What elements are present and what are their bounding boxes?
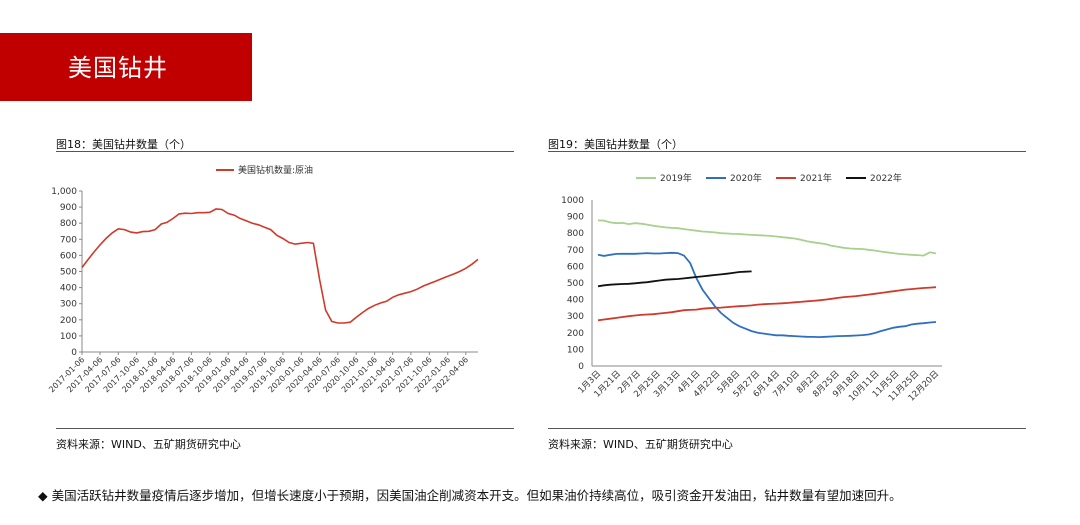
series-line [597, 219, 937, 257]
y-tick-label: 800 [60, 219, 77, 229]
y-tick-label: 600 [567, 262, 584, 272]
series-line [597, 286, 937, 322]
series-line [81, 208, 479, 324]
y-tick-label: 500 [567, 279, 584, 289]
figure-19-source: 资料来源：WIND、五矿期货研究中心 [548, 438, 733, 451]
y-tick-label: 400 [567, 296, 584, 306]
section-title: 美国钻井 [68, 54, 168, 82]
y-tick-label: 600 [60, 251, 77, 261]
y-tick-label: 1,000 [51, 187, 77, 197]
y-tick-label: 900 [567, 213, 584, 223]
legend-label: 2021年 [800, 172, 832, 184]
figure-19-top-rule [548, 151, 1026, 152]
summary-bullet: ◆ 美国活跃钻井数量疫情后逐步增加，但增长速度小于预期，因美国油企削减资本开支。… [38, 485, 902, 504]
y-tick-label: 300 [567, 312, 584, 322]
y-tick-label: 700 [60, 235, 77, 245]
y-tick-label: 200 [60, 316, 77, 326]
y-tick-label: 800 [567, 229, 584, 239]
y-tick-label: 900 [60, 203, 77, 213]
section-banner: 美国钻井 [0, 33, 252, 101]
legend-label: 2022年 [870, 172, 902, 184]
figure-18-chart: 01002003004005006007008009001,0002017-01… [47, 164, 479, 394]
diamond-icon: ◆ [38, 488, 48, 503]
y-tick-label: 300 [60, 300, 77, 310]
series-line [597, 251, 937, 339]
series-line [597, 270, 752, 288]
y-tick-label: 500 [60, 268, 77, 278]
figure-19-chart: 010020030040050060070080090010001月3日1月21… [561, 172, 942, 403]
figure-18-top-rule [56, 151, 514, 152]
figure-18-source: 资料来源：WIND、五矿期货研究中心 [56, 438, 241, 451]
y-tick-label: 100 [567, 345, 584, 355]
figure-18-bottom-rule [56, 428, 514, 429]
figure-19-title: 图19：美国钻井数量（个） [548, 138, 683, 151]
figure-19-bottom-rule [548, 428, 1026, 429]
y-tick-label: 100 [60, 332, 77, 342]
summary-text: 美国活跃钻井数量疫情后逐步增加，但增长速度小于预期，因美国油企削减资本开支。但如… [51, 488, 902, 503]
y-tick-label: 1000 [561, 196, 584, 206]
legend-label: 2020年 [730, 172, 762, 184]
figure-18-title: 图18：美国钻井数量（个） [56, 138, 191, 151]
legend-label: 美国钻机数量:原油 [238, 164, 313, 176]
y-tick-label: 700 [567, 246, 584, 256]
y-tick-label: 0 [578, 362, 584, 372]
y-tick-label: 200 [567, 329, 584, 339]
y-tick-label: 0 [71, 348, 77, 358]
legend-label: 2019年 [660, 172, 692, 184]
y-tick-label: 400 [60, 284, 77, 294]
